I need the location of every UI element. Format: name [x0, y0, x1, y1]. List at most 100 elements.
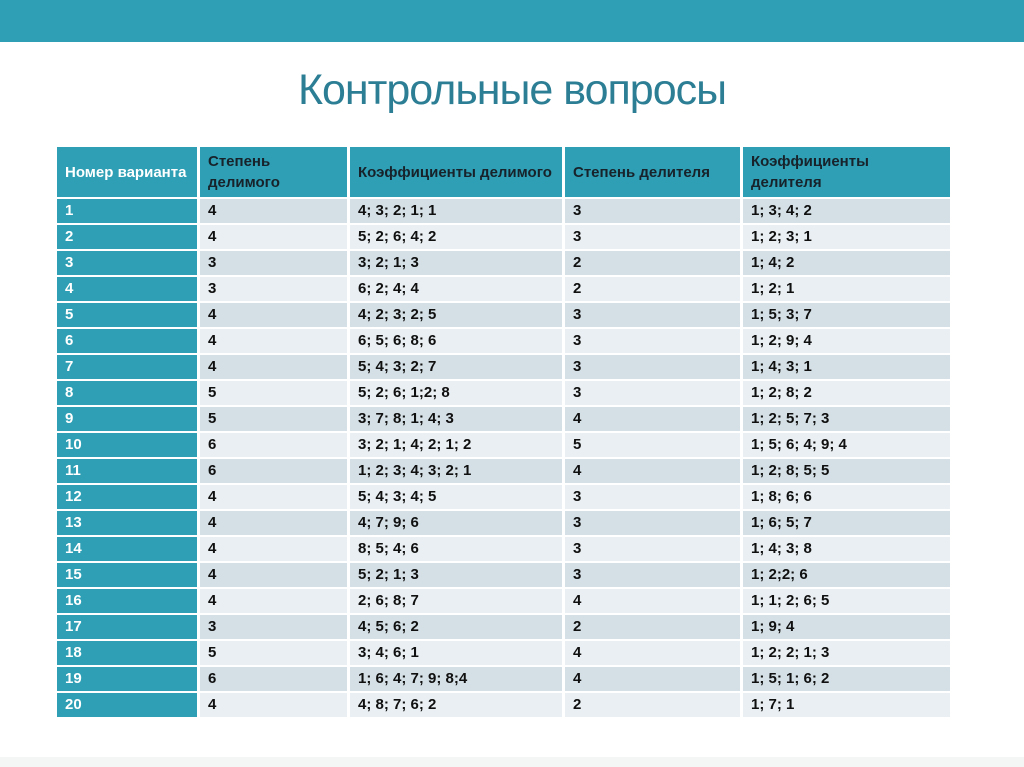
variant-number-cell: 16	[57, 589, 197, 613]
value-cell: 1; 9; 4	[743, 615, 950, 639]
variant-number-cell: 9	[57, 407, 197, 431]
value-cell: 3; 7; 8; 1; 4; 3	[350, 407, 562, 431]
variant-number-cell: 2	[57, 225, 197, 249]
value-cell: 3	[565, 303, 740, 327]
value-cell: 4	[200, 563, 347, 587]
variant-number-cell: 10	[57, 433, 197, 457]
value-cell: 1; 7; 1	[743, 693, 950, 717]
top-accent-bar	[0, 0, 1024, 42]
value-cell: 2	[565, 693, 740, 717]
value-cell: 6	[200, 433, 347, 457]
value-cell: 3	[565, 511, 740, 535]
value-cell: 2	[565, 277, 740, 301]
value-cell: 3; 2; 1; 4; 2; 1; 2	[350, 433, 562, 457]
table-row: 14 4 8; 5; 4; 6 3 1; 4; 3; 8	[57, 537, 950, 561]
value-cell: 6; 5; 6; 8; 6	[350, 329, 562, 353]
value-cell: 4	[565, 641, 740, 665]
table-row: 7 4 5; 4; 3; 2; 7 3 1; 4; 3; 1	[57, 355, 950, 379]
value-cell: 1; 5; 1; 6; 2	[743, 667, 950, 691]
value-cell: 4; 8; 7; 6; 2	[350, 693, 562, 717]
value-cell: 4; 2; 3; 2; 5	[350, 303, 562, 327]
column-header-divisor-coefficients: Коэффициенты делителя	[743, 147, 950, 197]
value-cell: 1; 2;2; 6	[743, 563, 950, 587]
value-cell: 3	[565, 329, 740, 353]
value-cell: 1; 4; 3; 1	[743, 355, 950, 379]
column-header-dividend-coefficients: Коэффициенты делимого	[350, 147, 562, 197]
value-cell: 4	[200, 355, 347, 379]
value-cell: 1; 2; 1	[743, 277, 950, 301]
value-cell: 2; 6; 8; 7	[350, 589, 562, 613]
value-cell: 3	[200, 277, 347, 301]
variant-number-cell: 17	[57, 615, 197, 639]
value-cell: 3	[565, 381, 740, 405]
header-row: Номер варианта Степень делимого Коэффици…	[57, 147, 950, 197]
table-row: 2 4 5; 2; 6; 4; 2 3 1; 2; 3; 1	[57, 225, 950, 249]
table-row: 3 3 3; 2; 1; 3 2 1; 4; 2	[57, 251, 950, 275]
footer-strip	[0, 757, 1024, 767]
value-cell: 1; 2; 2; 1; 3	[743, 641, 950, 665]
table-row: 18 5 3; 4; 6; 1 4 1; 2; 2; 1; 3	[57, 641, 950, 665]
value-cell: 4	[565, 459, 740, 483]
value-cell: 8; 5; 4; 6	[350, 537, 562, 561]
table-row: 1 4 4; 3; 2; 1; 1 3 1; 3; 4; 2	[57, 199, 950, 223]
variant-number-cell: 12	[57, 485, 197, 509]
table-row: 4 3 6; 2; 4; 4 2 1; 2; 1	[57, 277, 950, 301]
value-cell: 4	[565, 589, 740, 613]
value-cell: 1; 3; 4; 2	[743, 199, 950, 223]
variant-number-cell: 20	[57, 693, 197, 717]
column-header-variant-number: Номер варианта	[57, 147, 197, 197]
variant-number-cell: 13	[57, 511, 197, 535]
value-cell: 4; 5; 6; 2	[350, 615, 562, 639]
value-cell: 4	[200, 693, 347, 717]
value-cell: 1; 5; 6; 4; 9; 4	[743, 433, 950, 457]
value-cell: 4	[200, 199, 347, 223]
variants-table: Номер варианта Степень делимого Коэффици…	[54, 145, 953, 719]
variant-number-cell: 11	[57, 459, 197, 483]
variant-number-cell: 5	[57, 303, 197, 327]
value-cell: 1; 5; 3; 7	[743, 303, 950, 327]
variant-number-cell: 6	[57, 329, 197, 353]
value-cell: 1; 2; 8; 2	[743, 381, 950, 405]
variant-number-cell: 14	[57, 537, 197, 561]
table-row: 10 6 3; 2; 1; 4; 2; 1; 2 5 1; 5; 6; 4; 9; 4	[57, 433, 950, 457]
table-row: 6 4 6; 5; 6; 8; 6 3 1; 2; 9; 4	[57, 329, 950, 353]
table-row: 9 5 3; 7; 8; 1; 4; 3 4 1; 2; 5; 7; 3	[57, 407, 950, 431]
value-cell: 2	[565, 251, 740, 275]
value-cell: 1; 4; 2	[743, 251, 950, 275]
value-cell: 4; 3; 2; 1; 1	[350, 199, 562, 223]
value-cell: 5; 4; 3; 4; 5	[350, 485, 562, 509]
page-title: Контрольные вопросы	[297, 66, 727, 114]
value-cell: 3	[565, 537, 740, 561]
value-cell: 2	[565, 615, 740, 639]
value-cell: 1; 8; 6; 6	[743, 485, 950, 509]
table-header: Номер варианта Степень делимого Коэффици…	[57, 147, 950, 197]
variant-number-cell: 19	[57, 667, 197, 691]
value-cell: 3	[565, 563, 740, 587]
variant-number-cell: 7	[57, 355, 197, 379]
value-cell: 4	[200, 511, 347, 535]
value-cell: 4	[200, 225, 347, 249]
value-cell: 5	[200, 381, 347, 405]
variant-number-cell: 8	[57, 381, 197, 405]
value-cell: 4	[200, 485, 347, 509]
value-cell: 4	[565, 667, 740, 691]
value-cell: 1; 4; 3; 8	[743, 537, 950, 561]
value-cell: 3	[200, 615, 347, 639]
column-header-dividend-degree: Степень делимого	[200, 147, 347, 197]
value-cell: 4	[200, 589, 347, 613]
value-cell: 1; 2; 3; 1	[743, 225, 950, 249]
table-row: 19 6 1; 6; 4; 7; 9; 8;4 4 1; 5; 1; 6; 2	[57, 667, 950, 691]
table-row: 15 4 5; 2; 1; 3 3 1; 2;2; 6	[57, 563, 950, 587]
value-cell: 3; 2; 1; 3	[350, 251, 562, 275]
value-cell: 1; 6; 4; 7; 9; 8;4	[350, 667, 562, 691]
value-cell: 3; 4; 6; 1	[350, 641, 562, 665]
value-cell: 5	[200, 407, 347, 431]
value-cell: 1; 6; 5; 7	[743, 511, 950, 535]
value-cell: 3	[565, 199, 740, 223]
value-cell: 6	[200, 667, 347, 691]
variant-number-cell: 1	[57, 199, 197, 223]
table-row: 16 4 2; 6; 8; 7 4 1; 1; 2; 6; 5	[57, 589, 950, 613]
value-cell: 3	[565, 485, 740, 509]
variant-number-cell: 4	[57, 277, 197, 301]
value-cell: 3	[565, 225, 740, 249]
